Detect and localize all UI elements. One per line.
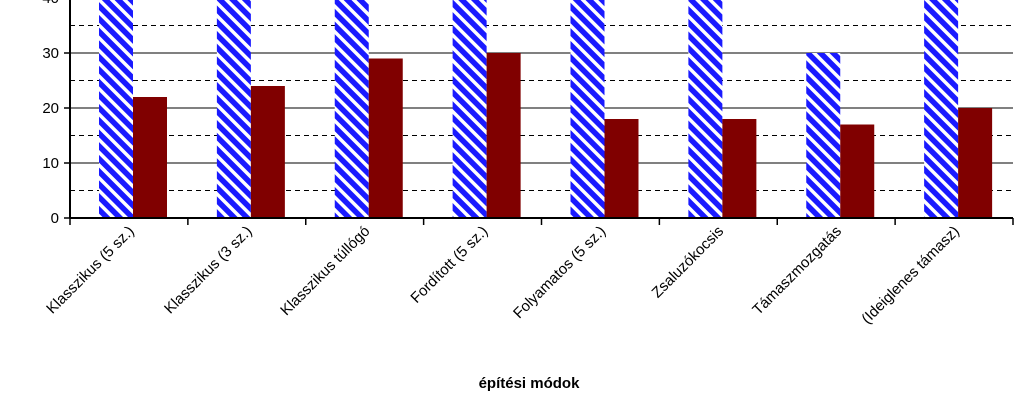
- bars: [99, 0, 993, 218]
- bar-series-2: [133, 97, 167, 218]
- bar-series-1: [452, 0, 487, 218]
- bar-series-2: [604, 119, 639, 218]
- x-tick-label: Zsaluzókocsis: [649, 223, 728, 302]
- bar-series-1: [688, 0, 723, 218]
- bar-series-1: [216, 0, 251, 218]
- y-tick-label: 30: [42, 45, 59, 62]
- x-tick-label: Klasszikus (3 sz.): [161, 223, 256, 318]
- x-axis-title: építési módok: [479, 375, 581, 392]
- bar-series-1: [334, 0, 369, 218]
- bar-series-1: [570, 0, 605, 218]
- bar-series-2: [722, 119, 757, 218]
- x-tick-label: Fordított (5 sz.): [407, 223, 491, 307]
- bar-series-1: [99, 0, 133, 218]
- y-tick-label: 40: [42, 0, 59, 7]
- x-tick-label: Klasszikus túllógó: [277, 223, 373, 319]
- bar-series-2: [368, 58, 403, 218]
- bar-series-2: [250, 86, 285, 218]
- y-tick-label: 20: [42, 100, 59, 117]
- bar-series-1: [924, 0, 959, 218]
- x-tick-label: Támaszmozgatás: [749, 223, 845, 319]
- x-tick-label: (Ideiglenes támasz): [858, 223, 963, 328]
- y-tick-label: 10: [42, 155, 59, 172]
- axes: [64, 0, 1014, 225]
- bar-series-2: [958, 108, 993, 218]
- y-tick-label: 0: [51, 210, 59, 227]
- bar-series-2: [840, 124, 875, 218]
- bar-series-2: [486, 53, 521, 218]
- x-tick-label: Klasszikus (5 sz.): [43, 223, 138, 318]
- x-tick-label: Folyamatos (5 sz.): [510, 223, 609, 322]
- bar-series-1: [806, 53, 841, 218]
